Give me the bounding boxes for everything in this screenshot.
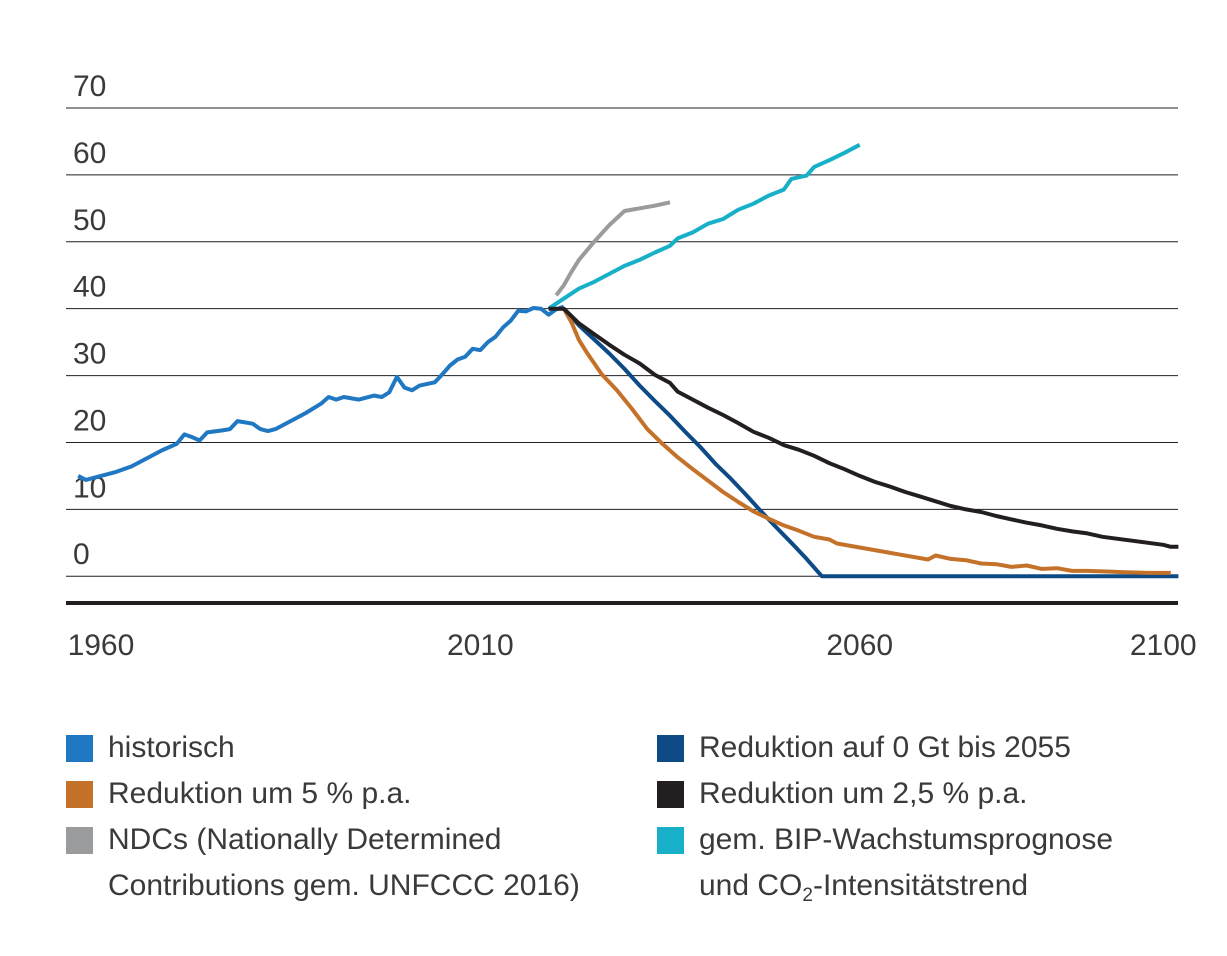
series-line-4 <box>562 307 1171 575</box>
y-tick-label-0: 0 <box>73 538 90 571</box>
y-tick-label-30: 30 <box>73 338 106 371</box>
legend-label-bip-line2-pre: und CO <box>699 869 803 902</box>
x-tick-label-2010: 2010 <box>447 629 514 662</box>
legend-swatch-reduktion-5 <box>66 781 93 808</box>
series-line-3 <box>562 307 1179 579</box>
legend-item-bip: gem. BIP-Wachstumsprognose und CO2-Inten… <box>657 817 1217 909</box>
x-tick-label-1960: 1960 <box>68 629 135 662</box>
legend-item-reduktion-2-5: Reduktion um 2,5 % p.a. <box>657 771 1217 817</box>
legend-label-historisch: historisch <box>108 731 235 764</box>
y-tick-label-70: 70 <box>73 70 106 103</box>
legend-label-bip-line2-post: -Intensitätstrend <box>812 869 1029 902</box>
legend-label-reduktion-5: Reduktion um 5 % p.a. <box>108 777 412 810</box>
legend-label-ndcs-line1: NDCs (Nationally Determined <box>108 823 502 856</box>
series-lines <box>77 143 1179 579</box>
legend-item-reduktion-5: Reduktion um 5 % p.a. <box>66 771 636 817</box>
y-tick-label-50: 50 <box>73 204 106 237</box>
legend-column-left: historisch Reduktion um 5 % p.a. NDCs (N… <box>66 725 636 909</box>
series-line-1 <box>554 200 671 297</box>
legend-item-reduktion-0gt: Reduktion auf 0 Gt bis 2055 <box>657 725 1217 771</box>
y-tick-label-60: 60 <box>73 137 106 170</box>
x-tick-label-2100: 2100 <box>1130 629 1197 662</box>
emissions-line-chart: 70 60 50 40 30 2010 0 1960 2010 2060 2100 <box>66 70 1197 662</box>
x-tick-label-2060: 2060 <box>826 629 893 662</box>
legend-swatch-ndcs <box>66 827 93 854</box>
legend-swatch-bip <box>657 827 684 854</box>
x-axis-tick-labels: 1960 2010 2060 2100 <box>68 629 1197 662</box>
legend-swatch-reduktion-2-5 <box>657 781 684 808</box>
legend-label-bip-line2-sub: 2 <box>802 885 813 906</box>
legend-swatch-reduktion-0gt <box>657 735 684 762</box>
legend-swatch-historisch <box>66 735 93 762</box>
series-line-5 <box>548 306 1179 549</box>
legend-item-historisch: historisch <box>66 725 636 771</box>
series-line-2 <box>547 143 861 311</box>
legend-column-right: Reduktion auf 0 Gt bis 2055 Reduktion um… <box>657 725 1217 909</box>
legend-label-bip-line2: und CO2-Intensitätstrend <box>699 863 1217 909</box>
series-line-0 <box>77 304 565 482</box>
y-tick-label-40: 40 <box>73 271 106 304</box>
y-tick-label-20: 20 <box>73 404 106 437</box>
legend-item-ndcs: NDCs (Nationally Determined Contribution… <box>66 817 636 909</box>
legend-label-reduktion-0gt: Reduktion auf 0 Gt bis 2055 <box>699 731 1071 764</box>
gridlines <box>66 107 1178 577</box>
legend-label-bip-line1: gem. BIP-Wachstumsprognose <box>699 823 1114 856</box>
legend-label-reduktion-2-5: Reduktion um 2,5 % p.a. <box>699 777 1028 810</box>
legend-label-ndcs-line2: Contributions gem. UNFCCC 2016) <box>108 869 580 902</box>
legend: historisch Reduktion um 5 % p.a. NDCs (N… <box>0 725 1227 925</box>
